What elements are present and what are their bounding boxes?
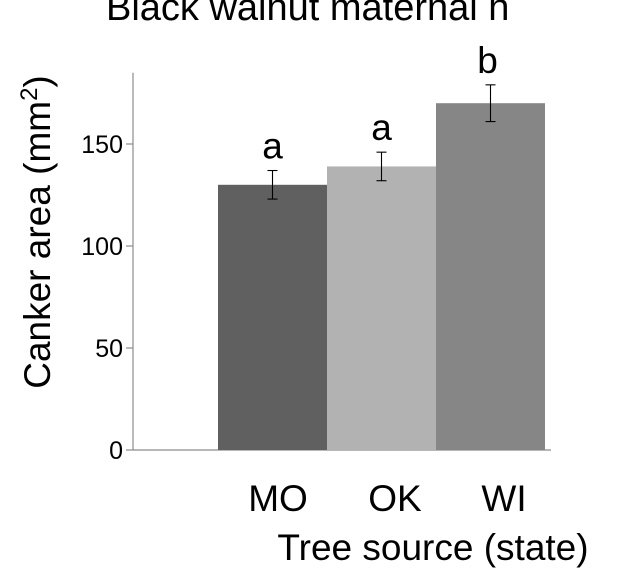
y-axis — [126, 72, 134, 451]
y-tick-label: 0 — [109, 437, 123, 465]
x-category-labels: MO OK WI — [248, 478, 526, 519]
error-bars — [267, 84, 496, 200]
significance-letter-wi: b — [477, 40, 498, 81]
y-axis-title-close: ) — [17, 75, 58, 87]
y-tick-labels: 0 50 100 150 — [81, 131, 123, 465]
error-bar-wi — [485, 84, 496, 123]
x-category-label-mo: MO — [248, 478, 308, 519]
bar-mo — [218, 184, 327, 451]
y-tick-label: 50 — [95, 335, 123, 363]
x-category-label-wi: WI — [481, 478, 526, 519]
y-axis-title-main: Canker area (mm — [17, 101, 58, 389]
y-axis-title: Canker area (mm2) — [16, 75, 58, 389]
chart-title: Black walnut maternal h — [106, 0, 509, 29]
y-tick-label: 150 — [81, 131, 123, 159]
y-tick-label: 100 — [81, 233, 123, 261]
bar-wi — [436, 103, 545, 450]
y-axis-title-superscript: 2 — [16, 88, 43, 101]
bars — [218, 103, 545, 451]
significance-letters: a a b — [262, 40, 498, 167]
bar-ok — [327, 166, 436, 450]
significance-letter-mo: a — [262, 126, 283, 167]
error-bar-mo — [267, 169, 278, 200]
x-axis-title: Tree source (state) — [277, 527, 588, 568]
significance-letter-ok: a — [371, 107, 392, 148]
error-bar-ok — [376, 151, 387, 182]
x-category-label-ok: OK — [368, 478, 422, 519]
